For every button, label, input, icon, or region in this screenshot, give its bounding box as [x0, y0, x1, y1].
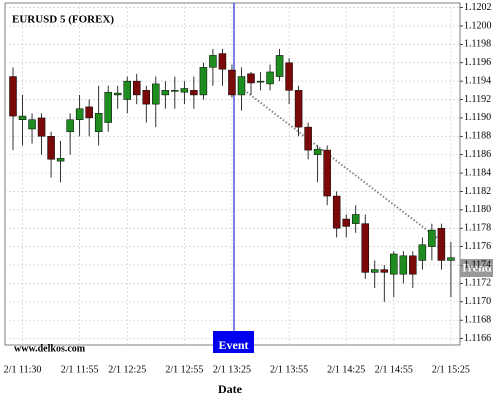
candle-body	[123, 80, 131, 100]
y-tick-label: 1.1192	[464, 94, 491, 105]
candle-body	[161, 90, 170, 96]
x-tick-label: 2/1 14:55	[375, 364, 413, 375]
candle-body	[247, 73, 255, 84]
candle-body	[104, 91, 112, 123]
x-tick-label: 2/1 13:25	[213, 364, 251, 375]
candle-body	[47, 136, 55, 160]
candle-body	[390, 253, 398, 275]
candle-body	[447, 257, 455, 261]
candle-body	[409, 255, 417, 275]
candle-body	[218, 53, 227, 70]
candle-body	[275, 55, 284, 77]
x-tick-label: 2/1 11:30	[4, 364, 42, 375]
candle-body	[237, 76, 246, 96]
y-tick-label: 1.1182	[464, 186, 491, 197]
candle-body	[190, 90, 198, 96]
candle-body	[228, 69, 236, 96]
candle-body	[418, 244, 427, 261]
trend-box	[460, 259, 493, 277]
y-tick-label: 1.1176	[464, 241, 491, 252]
y-tick-label: 1.1180	[464, 204, 491, 215]
candle-body	[371, 269, 379, 273]
y-tick-label: 1.1186	[464, 149, 491, 160]
x-tick-label: 2/1 15:25	[432, 364, 470, 375]
y-tick-label: 1.1166	[464, 333, 491, 344]
y-tick-label: 1.1170	[464, 296, 491, 307]
candle-body	[75, 108, 84, 121]
y-tick-label: 1.1178	[464, 223, 491, 234]
y-tick-label: 1.1194	[464, 75, 491, 86]
y-tick-label: 1.1198	[464, 39, 491, 50]
candle-body	[266, 71, 274, 85]
plot-area	[4, 2, 461, 346]
candle-body	[28, 119, 36, 130]
candle-body	[351, 214, 360, 224]
candle-body	[37, 117, 46, 137]
y-tick-label: 1.1200	[464, 20, 492, 31]
trend-label: Trend	[461, 260, 492, 274]
candle-body	[323, 149, 331, 197]
x-tick-label: 2/1 12:25	[108, 364, 146, 375]
candle-body	[437, 227, 446, 261]
watermark: www.delkos.com	[14, 343, 86, 354]
event-label: Event	[219, 338, 249, 352]
candle-body	[285, 62, 293, 91]
chart-title: EURUSD 5 (FOREX)	[12, 14, 114, 26]
candle-body	[304, 126, 312, 151]
y-tick-label: 1.1174	[464, 259, 491, 270]
candle-body	[94, 113, 103, 132]
y-tick-label: 1.1188	[464, 131, 491, 142]
x-tick-label: 2/1 14:25	[327, 364, 365, 375]
candle-body	[85, 106, 93, 119]
y-tick-label: 1.1190	[464, 112, 491, 123]
candle-body	[133, 80, 141, 96]
candle-body	[113, 92, 122, 96]
candle-body	[171, 90, 179, 92]
candle-body	[18, 115, 27, 121]
candle-body	[142, 90, 151, 105]
candle-body	[56, 158, 65, 162]
candle-body	[380, 269, 389, 273]
candle-body	[313, 148, 322, 155]
candle-body	[199, 67, 208, 96]
x-tick-label: 2/1 12:55	[165, 364, 203, 375]
candle-body	[9, 76, 17, 117]
trend-line	[243, 89, 441, 241]
candle-body	[256, 80, 265, 83]
candle-body	[332, 195, 341, 229]
candle-body	[399, 255, 408, 275]
candle-body	[152, 83, 160, 105]
x-tick-label: 2/1 11:55	[61, 364, 99, 375]
candle-body	[294, 90, 303, 128]
event-box	[213, 331, 254, 353]
y-tick-label: 1.1168	[464, 314, 491, 325]
y-tick-label: 1.1196	[464, 57, 491, 68]
candle-body	[180, 88, 189, 93]
candle-body	[342, 218, 350, 227]
x-axis-title: Date	[218, 382, 243, 396]
x-tick-label: 2/1 13:55	[270, 364, 308, 375]
candle-body	[361, 223, 369, 273]
candle-body	[66, 119, 74, 132]
candle-body	[428, 229, 436, 247]
y-tick-label: 1.1184	[464, 167, 491, 178]
candles	[9, 48, 455, 302]
y-tick-label: 1.1172	[464, 278, 491, 289]
candle-body	[209, 55, 217, 68]
y-tick-label: 1.1202	[464, 2, 492, 13]
